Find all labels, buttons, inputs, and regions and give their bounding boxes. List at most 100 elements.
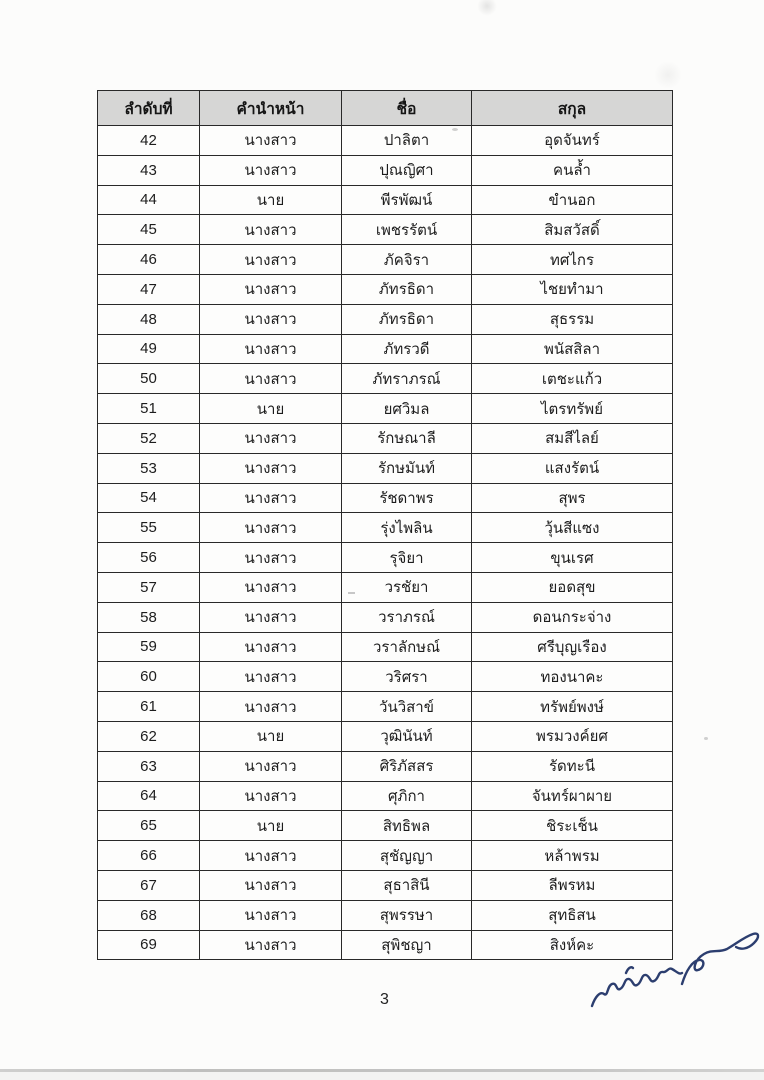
index-cell: 43 [97,154,200,186]
last-name-cell: พรมวงค์ยศ [471,720,673,752]
first-name-cell: ศิริภัสสร [341,750,472,782]
last-name-cell: ทศไกร [471,244,673,275]
last-name-cell: สุทธิสน [471,899,673,931]
prefix-cell: นาย [199,393,342,424]
prefix-cell: นาย [199,810,342,842]
last-name-cell: ไตรทรัพย์ [471,393,673,424]
table-row: 42 นางสาว ปาลิตา อุดจันทร์ [97,125,673,156]
index-cell: 63 [97,750,200,782]
first-name-cell: รุ่งไพลิน [341,512,472,544]
table-row: 66 นางสาว สุชัญญา หล้าพรม [97,840,673,871]
scanner-background [0,1072,764,1080]
prefix-cell: นางสาว [199,869,342,901]
last-name-cell: แสงรัตน์ [471,452,673,484]
prefix-cell: นางสาว [199,363,342,395]
table-row: 54 นางสาว รัชดาพร สุพร [97,482,673,514]
first-name-cell: ศุภิกา [341,780,472,812]
table-row: 43 นางสาว ปุณญิศา คนล้ำ [97,154,673,186]
first-name-cell: ภัทรธิดา [341,273,472,305]
table-row: 46 นางสาว ภัคจิรา ทศไกร [97,244,673,275]
page-number: 3 [380,991,389,1008]
first-name-cell: สุพรรษา [341,899,472,931]
column-header-first-name: ชื่อ [341,90,472,126]
first-name-cell: วรชัยา [341,571,472,603]
last-name-cell: สิงห์คะ [471,929,673,961]
table-row: 49 นางสาว ภัทรวดี พนัสสิลา [97,333,673,365]
table-row: 59 นางสาว วราลักษณ์ ศรีบุญเรือง [97,631,673,663]
prefix-cell: นางสาว [199,512,342,544]
table-row: 58 นางสาว วราภรณ์ ดอนกระจ่าง [97,601,673,633]
index-cell: 53 [97,452,200,484]
first-name-cell: ยศวิมล [341,393,472,424]
first-name-cell: รุจิยา [341,542,472,573]
table-row: 69 นางสาว สุพิชญา สิงห์คะ [97,929,673,961]
last-name-cell: ไชยทำมา [471,273,673,305]
prefix-cell: นาย [199,184,342,216]
prefix-cell: นางสาว [199,422,342,454]
first-name-cell: วราลักษณ์ [341,631,472,663]
last-name-cell: จันทร์ผาผาย [471,780,673,812]
table-row: 53 นางสาว รักษมันท์ แสงรัตน์ [97,452,673,484]
page-edge-shadow [0,1069,764,1072]
last-name-cell: หล้าพรม [471,840,673,871]
prefix-cell: นางสาว [199,452,342,484]
index-cell: 56 [97,542,200,573]
table-row: 50 นางสาว ภัทราภรณ์ เตชะแก้ว [97,363,673,395]
prefix-cell: นางสาว [199,631,342,663]
prefix-cell: นางสาว [199,661,342,693]
index-cell: 54 [97,482,200,514]
column-header-last-name: สกุล [471,90,673,126]
index-cell: 52 [97,422,200,454]
prefix-cell: นางสาว [199,571,342,603]
index-cell: 50 [97,363,200,395]
first-name-cell: พีรพัฒน์ [341,184,472,216]
first-name-cell: เพชรรัตน์ [341,214,472,246]
handwritten-signature [590,932,760,1008]
prefix-cell: นางสาว [199,214,342,246]
prefix-cell: นางสาว [199,333,342,365]
last-name-cell: ชิระเช็น [471,810,673,842]
index-cell: 60 [97,661,200,693]
index-cell: 44 [97,184,200,216]
index-cell: 46 [97,244,200,275]
index-cell: 66 [97,840,200,871]
first-name-cell: ภัทรวดี [341,333,472,365]
first-name-cell: ภัทรธิดา [341,303,472,335]
last-name-cell: ดอนกระจ่าง [471,601,673,633]
index-cell: 68 [97,899,200,931]
column-header-index: ลำดับที่ [97,90,200,126]
prefix-cell: นางสาว [199,125,342,156]
first-name-cell: วุฒินันท์ [341,720,472,752]
last-name-cell: ศรีบุญเรือง [471,631,673,663]
prefix-cell: นางสาว [199,303,342,335]
prefix-cell: นางสาว [199,840,342,871]
last-name-cell: ทองนาคะ [471,661,673,693]
last-name-cell: สุธรรม [471,303,673,335]
index-cell: 45 [97,214,200,246]
prefix-cell: นางสาว [199,929,342,961]
first-name-cell: วันวิสาข์ [341,691,472,722]
index-cell: 62 [97,720,200,752]
last-name-cell: ทรัพย์พงษ์ [471,691,673,722]
first-name-cell: สิทธิพล [341,810,472,842]
first-name-cell: รัชดาพร [341,482,472,514]
first-name-cell: สุธาสินี [341,869,472,901]
scan-artifact [704,737,708,740]
table-row: 63 นางสาว ศิริภัสสร รัดทะนี [97,750,673,782]
table-body: 42 นางสาว ปาลิตา อุดจันทร์ 43 นางสาว ปุณญิศา คน… [97,125,673,961]
first-name-cell: วริศรา [341,661,472,693]
first-name-cell: ปุณญิศา [341,154,472,186]
last-name-cell: ลีพรหม [471,869,673,901]
last-name-cell: สมสีไลย์ [471,422,673,454]
index-cell: 69 [97,929,200,961]
index-cell: 59 [97,631,200,663]
table-row: 68 นางสาว สุพรรษา สุทธิสน [97,899,673,931]
index-cell: 64 [97,780,200,812]
first-name-cell: สุชัญญา [341,840,472,871]
index-cell: 55 [97,512,200,544]
prefix-cell: นางสาว [199,601,342,633]
table-row: 67 นางสาว สุธาสินี ลีพรหม [97,869,673,901]
last-name-cell: ขำนอก [471,184,673,216]
last-name-cell: วุ้นสีแซง [471,512,673,544]
